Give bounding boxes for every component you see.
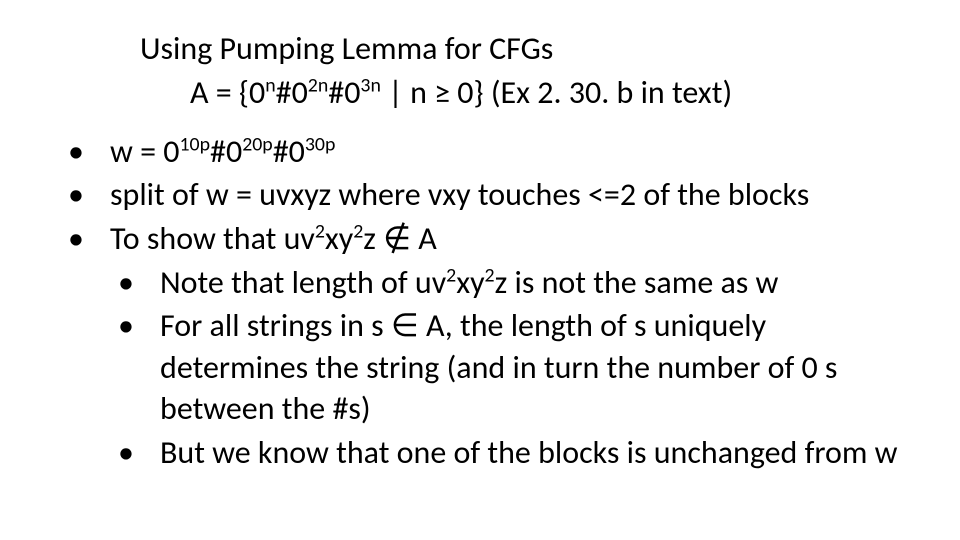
sb1-sup2: 2 xyxy=(485,263,495,287)
bullet-1-content: w = 010p#020p#030p xyxy=(110,131,910,173)
bullet-dot-icon: • xyxy=(60,218,110,260)
bullet-2: • split of w = uvxyz where vxy touches <… xyxy=(60,174,910,216)
sub-bullet-3: • But we know that one of the blocks is … xyxy=(110,432,910,474)
b1-sup1: 10p xyxy=(180,132,211,156)
subtitle-text: A = {0 xyxy=(190,73,265,112)
bullet-dot-icon: • xyxy=(60,174,110,216)
sub-bullet-3-content: But we know that one of the blocks is un… xyxy=(160,432,910,474)
subtitle-mid1: #0 xyxy=(276,73,308,112)
bullet-3-content: To show that uv2xy2z ∉ A xyxy=(110,218,910,260)
sub-bullet-2: • For all strings in s ∈ A, the length o… xyxy=(110,305,910,430)
subtitle-sup1: n xyxy=(265,74,275,98)
sb1-suffix: z is not the same as w xyxy=(495,263,779,302)
b1-mid1: #0 xyxy=(210,132,242,171)
sb1-mid1: xy xyxy=(456,263,484,302)
b3-prefix: To show that uv xyxy=(110,219,315,258)
b3-sup1: 2 xyxy=(315,219,325,243)
b1-mid2: #0 xyxy=(273,132,305,171)
b3-suffix: A xyxy=(411,219,437,258)
subtitle-mid2: #0 xyxy=(328,73,360,112)
bullet-2-content: split of w = uvxyz where vxy touches <=2… xyxy=(110,174,910,216)
bullet-1: • w = 010p#020p#030p xyxy=(60,131,910,173)
b1-prefix: w = 0 xyxy=(110,132,180,171)
bullet-dot-icon: • xyxy=(110,432,160,474)
b3-mid2: z xyxy=(363,219,383,258)
b1-sup3: 30p xyxy=(305,132,336,156)
subtitle-sup3: 3n xyxy=(360,74,380,98)
bullet-dot-icon: • xyxy=(110,262,160,304)
subtitle-suffix: | n ≥ 0} (Ex 2. 30. b in text) xyxy=(381,73,732,112)
not-in-symbol: ∉ xyxy=(383,218,411,260)
subtitle-sup2: 2n xyxy=(308,74,328,98)
slide-title: Using Pumping Lemma for CFGs xyxy=(140,30,910,68)
sub-bullet-1-content: Note that length of uv2xy2z is not the s… xyxy=(160,262,910,304)
bullet-3: • To show that uv2xy2z ∉ A xyxy=(60,218,910,260)
slide-subtitle: A = {0n#02n#03n | n ≥ 0} (Ex 2. 30. b in… xyxy=(190,74,910,112)
sb1-prefix: Note that length of uv xyxy=(160,263,446,302)
bullet-dot-icon: • xyxy=(110,305,160,347)
b3-mid1: xy xyxy=(325,219,353,258)
b3-sup2: 2 xyxy=(353,219,363,243)
bullet-dot-icon: • xyxy=(60,131,110,173)
sub-bullet-2-content: For all strings in s ∈ A, the length of … xyxy=(160,305,910,430)
bullet-list: • w = 010p#020p#030p • split of w = uvxy… xyxy=(60,131,910,474)
sb1-sup1: 2 xyxy=(446,263,456,287)
sub-bullet-1: • Note that length of uv2xy2z is not the… xyxy=(110,262,910,304)
b1-sup2: 20p xyxy=(242,132,273,156)
